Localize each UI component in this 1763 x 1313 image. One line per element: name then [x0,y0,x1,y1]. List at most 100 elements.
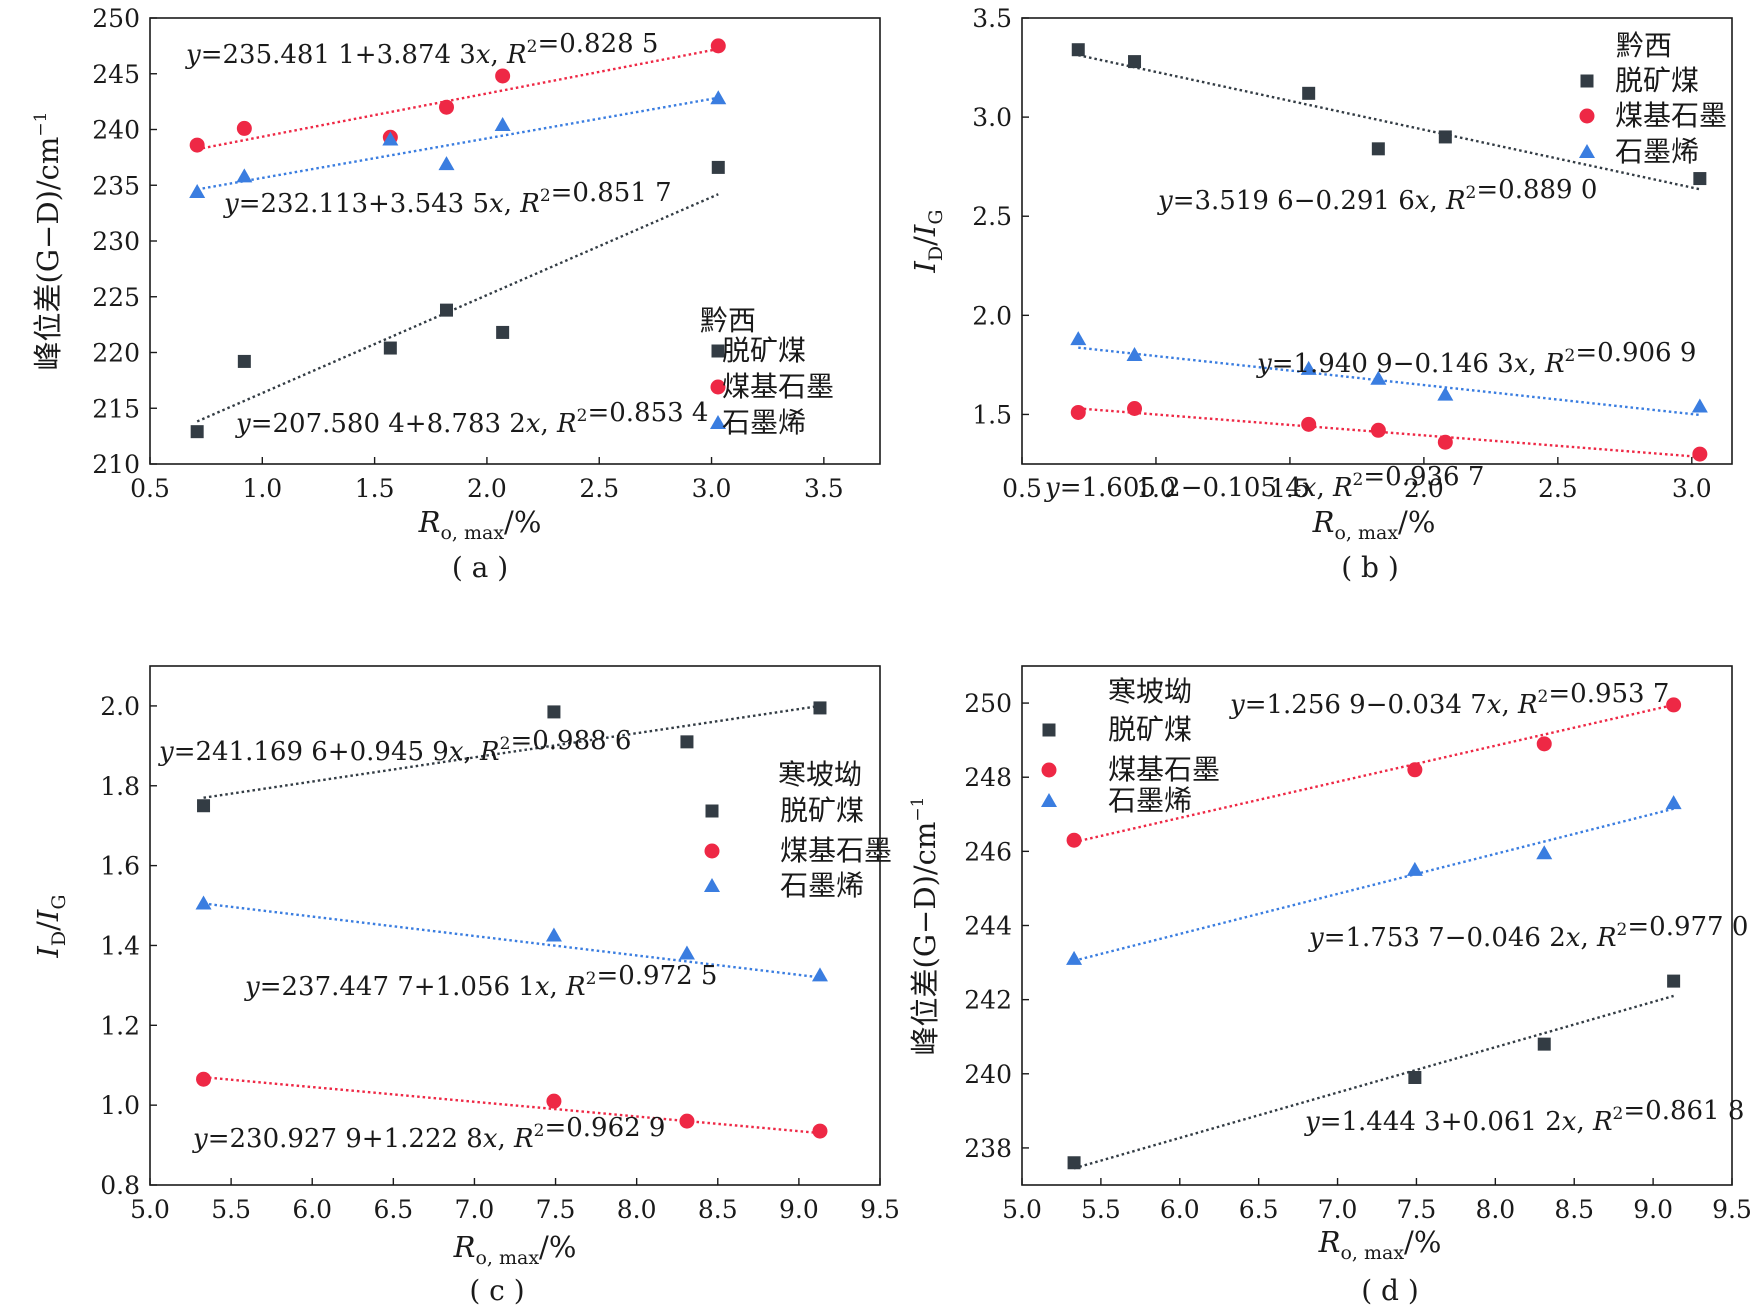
data-point-石墨烯 [1126,346,1143,361]
legend-title: 寒坡坳 [1108,675,1192,708]
data-point-石墨烯 [1300,360,1317,375]
trend-line-脱矿煤 [203,704,821,799]
chart-panel-c: 5.0 5.5 6.0 6.5 7.0 7.5 8.0 8.5 9.0 9.5 0.8 1.0 1.2 1… [31,665,900,1307]
data-point-脱矿煤 [383,341,397,355]
legend-marker-石墨烯 [710,415,726,429]
data-point-石墨烯 [1070,331,1087,346]
data-point-石墨烯 [494,117,511,132]
legend-marker-脱矿煤 [705,804,719,818]
y-tick-label: 2.0 [972,301,1012,330]
x-tick-label: 3.0 [1672,474,1712,503]
legend-label-石墨烯: 石墨烯 [1108,784,1192,817]
data-point-脱矿煤 [711,160,725,174]
data-point-石墨烯 [710,90,727,105]
x-tick-label: 1.0 [242,474,282,503]
x-tick-label: 7.5 [1397,1195,1437,1224]
x-tick-label: 3.0 [692,474,732,503]
data-point-石墨烯 [382,131,399,146]
legend-marker-脱矿煤 [1580,74,1594,88]
x-tick-label: 8.5 [1554,1195,1594,1224]
y-tick-label: 1.2 [100,1011,140,1040]
x-tick-label: 6.0 [1160,1195,1200,1224]
y-tick-label: 225 [92,283,140,312]
data-point-石墨烯 [1437,386,1454,401]
chart-panel-d: 5.0 5.5 6.0 6.5 7.0 7.5 8.0 8.5 9.0 9.5 238 240 242 2… [908,665,1752,1307]
data-point-煤基石墨 [710,38,726,54]
y-tick-label: 246 [964,837,1012,866]
data-point-石墨烯 [678,945,695,960]
x-tick-label: 9.5 [1712,1195,1752,1224]
y-tick-label: 210 [92,450,140,479]
x-tick-label: 7.0 [1318,1195,1358,1224]
data-point-煤基石墨 [1666,697,1682,713]
data-point-煤基石墨 [679,1113,695,1129]
x-tick-label: 3.5 [804,474,844,503]
data-point-煤基石墨 [196,1071,212,1087]
y-tick-label: 240 [964,1060,1012,1089]
y-tick-label: 248 [964,763,1012,792]
data-point-脱矿煤 [680,735,694,749]
y-tick-label: 245 [92,60,140,89]
y-axis-label: 峰位差(G−D)/cm−1 [31,112,65,371]
y-tick-label: 242 [964,986,1012,1015]
fit-equation-煤基石墨: y=235.481 1+3.874 3x, R2=0.828 5 [185,29,658,70]
data-point-石墨烯 [438,156,455,171]
trend-line-石墨烯 [196,96,719,191]
panel-caption: ( d ) [1361,1274,1419,1307]
x-tick-label: 9.0 [779,1195,819,1224]
fit-equation-石墨烯: y=1.940 9−0.146 3x, R2=0.906 9 [1256,338,1696,379]
data-point-煤基石墨 [1301,416,1317,432]
data-point-煤基石墨 [1407,762,1423,778]
legend-marker-煤基石墨 [710,379,726,395]
legend-label-石墨烯: 石墨烯 [1615,135,1699,168]
data-point-脱矿煤 [496,325,510,339]
y-tick-label: 250 [92,4,140,33]
fit-equation-脱矿煤: y=1.444 3+0.061 2x, R2=0.861 8 [1304,1096,1744,1137]
x-tick-label: 7.0 [455,1195,495,1224]
data-point-脱矿煤 [1408,1070,1422,1084]
x-tick-label: 5.5 [211,1195,251,1224]
x-axis-label: Ro, max/% [1312,505,1436,544]
legend-title: 黔西 [700,304,756,337]
fit-equation-脱矿煤: y=3.519 6−0.291 6x, R2=0.889 0 [1157,175,1597,216]
data-point-石墨烯 [189,183,206,198]
trend-line-脱矿煤 [1078,53,1701,191]
data-point-煤基石墨 [1536,736,1552,752]
data-point-脱矿煤 [1067,1156,1081,1170]
data-point-脱矿煤 [197,799,211,813]
data-point-脱矿煤 [439,303,453,317]
x-tick-label: 9.5 [860,1195,900,1224]
y-tick-label: 244 [964,912,1012,941]
panel-caption: ( c ) [469,1274,524,1307]
x-tick-label: 1.0 [1136,474,1176,503]
x-tick-label: 8.5 [698,1195,738,1224]
y-tick-label: 1.8 [100,772,140,801]
data-point-石墨烯 [545,927,562,942]
y-tick-label: 1.4 [100,931,140,960]
x-tick-label: 6.5 [373,1195,413,1224]
y-tick-label: 3.5 [972,4,1012,33]
y-axis-label: 峰位差(G−D)/cm−1 [908,797,942,1056]
data-point-脱矿煤 [1371,142,1385,156]
data-point-石墨烯 [236,168,253,183]
x-axis-label: Ro, max/% [418,505,542,544]
trend-line-煤基石墨 [1073,703,1674,844]
y-tick-label: 250 [964,689,1012,718]
legend-label-煤基石墨: 煤基石墨 [780,834,892,867]
fit-equation-脱矿煤: y=241.169 6+0.945 9x, R2=0.988 6 [158,726,631,767]
legend-marker-煤基石墨 [1041,762,1057,778]
data-point-煤基石墨 [1370,422,1386,438]
y-tick-label: 215 [92,394,140,423]
data-point-脱矿煤 [1128,55,1142,69]
legend-marker-石墨烯 [1579,144,1595,158]
x-tick-label: 2.0 [1404,474,1444,503]
trend-line-煤基石墨 [196,47,719,151]
x-tick-label: 1.5 [1270,474,1310,503]
trend-line-石墨烯 [203,902,821,979]
data-point-石墨烯 [195,895,212,910]
x-tick-label: 2.0 [467,474,507,503]
x-tick-label: 8.0 [617,1195,657,1224]
legend-label-脱矿煤: 脱矿煤 [780,794,864,827]
legend-marker-煤基石墨 [1579,108,1595,124]
y-tick-label: 2.5 [972,202,1012,231]
